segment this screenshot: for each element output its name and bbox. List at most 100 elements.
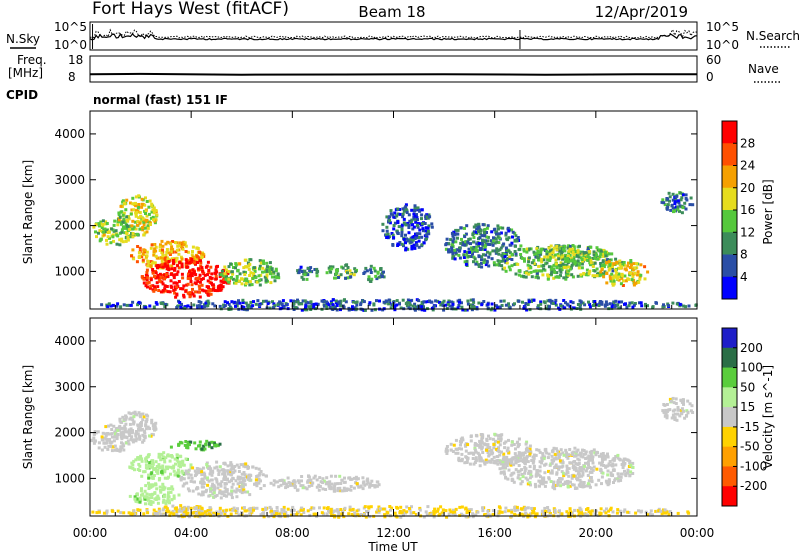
data-cell xyxy=(237,465,241,469)
data-cell xyxy=(532,269,536,273)
data-cell xyxy=(554,457,558,461)
data-cell xyxy=(605,272,609,275)
data-cell xyxy=(483,228,487,231)
data-cell xyxy=(259,470,263,473)
data-cell xyxy=(232,467,236,471)
data-cell xyxy=(155,465,159,468)
data-cell xyxy=(222,274,226,278)
data-cell xyxy=(506,461,509,465)
data-cell xyxy=(179,507,182,511)
data-cell xyxy=(170,245,174,249)
data-cell xyxy=(519,244,523,248)
data-cell xyxy=(113,430,117,434)
data-cell xyxy=(511,230,515,234)
data-cell xyxy=(391,243,395,247)
data-cell xyxy=(121,240,125,244)
data-cell xyxy=(182,295,186,299)
data-cell xyxy=(574,252,578,256)
data-cell xyxy=(150,483,153,487)
data-cell xyxy=(628,273,632,277)
data-cell xyxy=(469,306,473,310)
data-cell xyxy=(477,255,481,259)
data-cell xyxy=(143,470,147,474)
data-cell xyxy=(222,278,225,282)
data-cell xyxy=(407,231,411,235)
data-cell xyxy=(148,221,152,225)
data-cell xyxy=(200,482,204,486)
data-cell xyxy=(529,270,533,274)
data-cell xyxy=(273,304,277,308)
data-cell xyxy=(597,304,601,307)
data-cell xyxy=(587,456,591,459)
data-cell xyxy=(503,266,507,270)
data-cell xyxy=(144,209,148,213)
data-cell xyxy=(182,477,186,481)
data-cell xyxy=(166,240,170,244)
data-cell xyxy=(466,508,470,512)
data-cell xyxy=(495,455,499,458)
data-cell xyxy=(185,261,189,264)
data-cell xyxy=(600,457,604,461)
data-cell xyxy=(261,270,264,274)
data-cell xyxy=(254,276,258,280)
data-cell xyxy=(271,300,274,304)
data-cell xyxy=(94,431,98,435)
data-cell xyxy=(519,454,523,458)
data-cell xyxy=(163,470,167,474)
data-cell xyxy=(548,513,552,517)
data-cell xyxy=(633,271,637,275)
data-cell xyxy=(145,271,149,274)
data-cell xyxy=(427,232,431,236)
data-cell xyxy=(600,302,604,306)
data-cell xyxy=(161,457,165,461)
data-cell xyxy=(200,447,204,451)
data-cell xyxy=(513,302,516,306)
data-cell xyxy=(691,411,695,414)
data-cell xyxy=(689,409,693,413)
data-cell xyxy=(598,512,602,516)
data-cell xyxy=(158,509,162,513)
data-cell xyxy=(137,216,141,220)
data-cell xyxy=(660,200,664,204)
data-cell xyxy=(605,303,609,307)
data-cell xyxy=(145,492,149,496)
data-cell xyxy=(582,272,586,275)
data-cell xyxy=(517,464,521,467)
data-cell xyxy=(410,208,414,212)
data-cell xyxy=(601,471,605,475)
data-cell xyxy=(139,498,143,502)
data-cell xyxy=(619,282,623,286)
data-cell xyxy=(409,240,413,244)
data-cell xyxy=(620,272,624,276)
data-cell xyxy=(580,250,584,254)
data-cell xyxy=(367,303,371,307)
data-cell xyxy=(133,468,136,472)
data-cell xyxy=(368,301,372,305)
data-cell xyxy=(537,264,541,268)
data-cell xyxy=(275,480,279,484)
data-cell xyxy=(420,243,424,247)
data-cell xyxy=(483,248,487,251)
data-cell xyxy=(376,271,380,275)
data-cell xyxy=(487,513,491,517)
data-cell xyxy=(573,508,577,512)
data-cell xyxy=(688,402,692,406)
data-cell xyxy=(363,308,367,312)
data-cell xyxy=(342,489,346,493)
data-cell xyxy=(672,401,676,405)
data-cell xyxy=(532,511,536,515)
data-cell xyxy=(102,441,106,445)
data-cell xyxy=(198,304,201,308)
data-cell xyxy=(381,308,385,312)
data-cell xyxy=(174,250,178,254)
data-cell xyxy=(334,299,338,303)
data-cell xyxy=(131,466,135,470)
data-cell xyxy=(580,258,584,261)
data-cell xyxy=(589,258,593,262)
data-cell xyxy=(608,267,612,270)
data-cell xyxy=(567,244,571,248)
data-cell xyxy=(682,304,686,308)
data-cell xyxy=(147,262,151,265)
data-cell xyxy=(182,240,186,244)
data-cell xyxy=(547,508,551,512)
